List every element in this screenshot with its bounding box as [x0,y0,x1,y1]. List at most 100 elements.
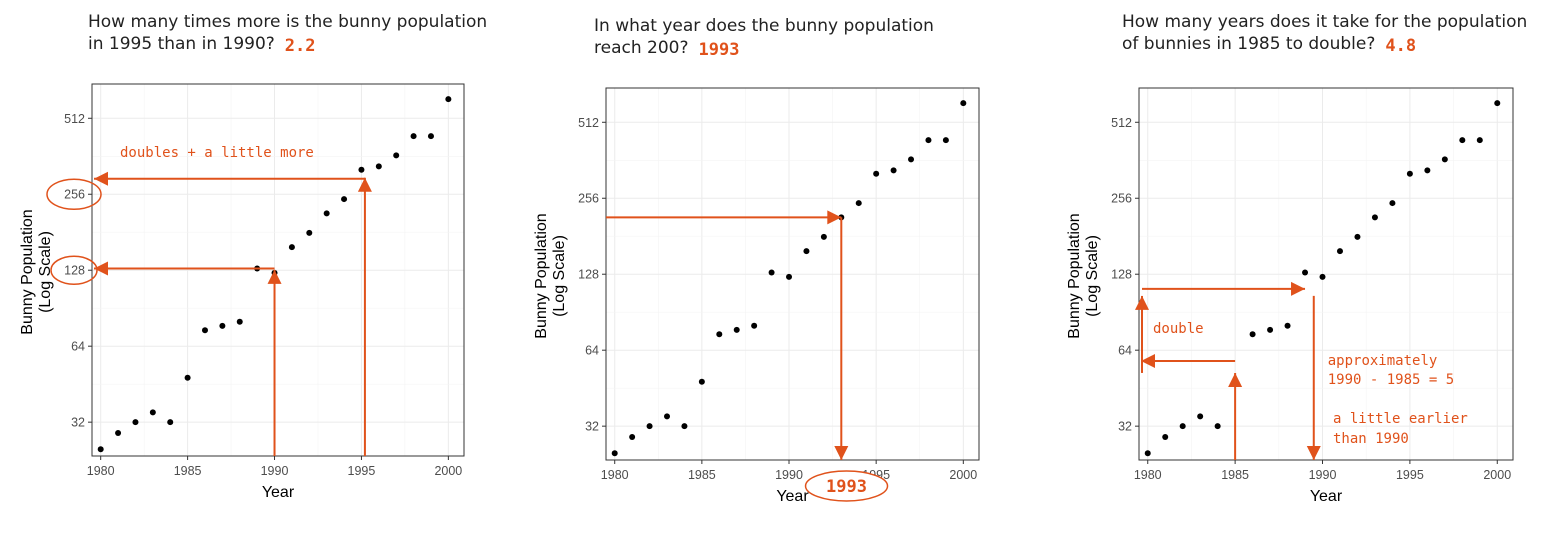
x-tick-label: 1980 [87,464,115,478]
data-point [97,446,104,453]
y-tick-label: 32 [71,416,85,430]
note-doubles: doubles + a little more [120,145,314,161]
data-point [681,423,688,430]
data-point [855,200,862,207]
data-points [1144,100,1501,457]
data-point [611,450,618,457]
answer-text: 2.2 [285,36,316,56]
question-line-2: of bunnies in 1985 to double? [1122,34,1375,54]
arrow-right-1989-head [1291,281,1306,296]
data-point [1302,269,1309,276]
data-point [1336,248,1343,255]
data-point [768,269,775,276]
data-point [890,167,897,174]
x-axis-title: Year [262,484,295,501]
data-point [288,244,295,251]
y-tick-label: 32 [585,420,599,434]
arrow-up-1985-head [1228,372,1243,387]
y-axis-title-line-1: Bunny Population [1066,213,1083,338]
data-point [1459,137,1466,144]
x-tick-label: 2000 [1483,468,1511,482]
data-point [960,100,967,107]
circle-256 [46,178,102,210]
question-line-1: How many times more is the bunny populat… [88,12,487,32]
data-point [149,409,156,416]
data-point [698,378,705,385]
note-double: double [1153,321,1204,337]
annotations: doubles + a little more [46,145,372,456]
data-point [1284,322,1291,329]
data-point [1354,233,1361,240]
x-tick-label: 1985 [688,468,716,482]
data-point [908,156,915,163]
y-tick-label: 64 [71,340,85,354]
data-point [1197,413,1204,420]
data-point [786,273,793,280]
data-point [201,327,208,334]
x-tick-label: 1990 [775,468,803,482]
data-point [358,166,365,173]
y-tick-label: 512 [1111,116,1132,130]
data-point [716,331,723,338]
data-point [1406,170,1413,177]
data-point [306,229,313,236]
y-tick-label: 512 [64,112,85,126]
annotations: 1993 [606,210,889,502]
note-1993: 1993 [826,477,867,497]
arrow-up-1995-head [357,177,372,192]
data-point [393,152,400,159]
y-axis-title-line-1: Bunny Population [19,209,36,334]
arrow-up-1990-head [267,269,282,284]
question-line-1: How many years does it take for the popu… [1122,12,1527,32]
x-tick-label: 1980 [1134,468,1162,482]
gridlines [92,84,464,456]
arrow-down-1990-head [1306,446,1321,460]
note-earlier-1: a little earlier [1333,411,1468,427]
question: In what year does the bunny populationre… [594,16,934,60]
question-line-2: reach 200? [594,38,689,58]
data-point [445,96,452,103]
x-tick-label: 1990 [261,464,289,478]
data-points [611,100,967,457]
x-tick-label: 2000 [434,464,462,478]
question: How many years does it take for the popu… [1122,12,1527,56]
data-point [410,133,417,140]
y-axis-title-line-2: (Log Scale) [1084,235,1101,317]
x-tick-label: 1985 [1221,468,1249,482]
data-point [219,322,226,329]
question: How many times more is the bunny populat… [88,12,487,56]
x-axis-title: Year [1310,488,1343,505]
x-tick-label: 1995 [348,464,376,478]
data-point [925,137,932,144]
data-point [803,248,810,255]
data-point [341,196,348,203]
data-point [664,413,671,420]
y-tick-label: 32 [1118,420,1132,434]
data-point [132,419,139,426]
data-point [1494,100,1501,107]
chart-panel-3: How many years does it take for the popu… [1066,12,1527,505]
data-point [1371,214,1378,221]
data-point [115,429,122,436]
question-line-2: in 1995 than in 1990? [88,34,275,54]
y-axis-title-line-1: Bunny Population [533,213,550,338]
data-point [375,163,382,170]
data-point [646,423,653,430]
data-point [1424,167,1431,174]
question-line-1: In what year does the bunny population [594,16,934,36]
data-point [1267,326,1274,333]
note-approx-2: 1990 - 1985 = 5 [1328,372,1454,388]
data-point [1249,331,1256,338]
arrow-left-128-head [94,261,108,276]
answer-text: 1993 [699,40,740,60]
data-point [733,326,740,333]
x-tick-label: 1995 [1396,468,1424,482]
data-point [1441,156,1448,163]
data-point [629,433,636,440]
data-point [1214,423,1221,430]
chart-panel-1: How many times more is the bunny populat… [19,12,487,501]
data-point [1389,200,1396,207]
x-axis-title: Year [776,488,809,505]
y-axis-title-line-2: (Log Scale) [551,235,568,317]
